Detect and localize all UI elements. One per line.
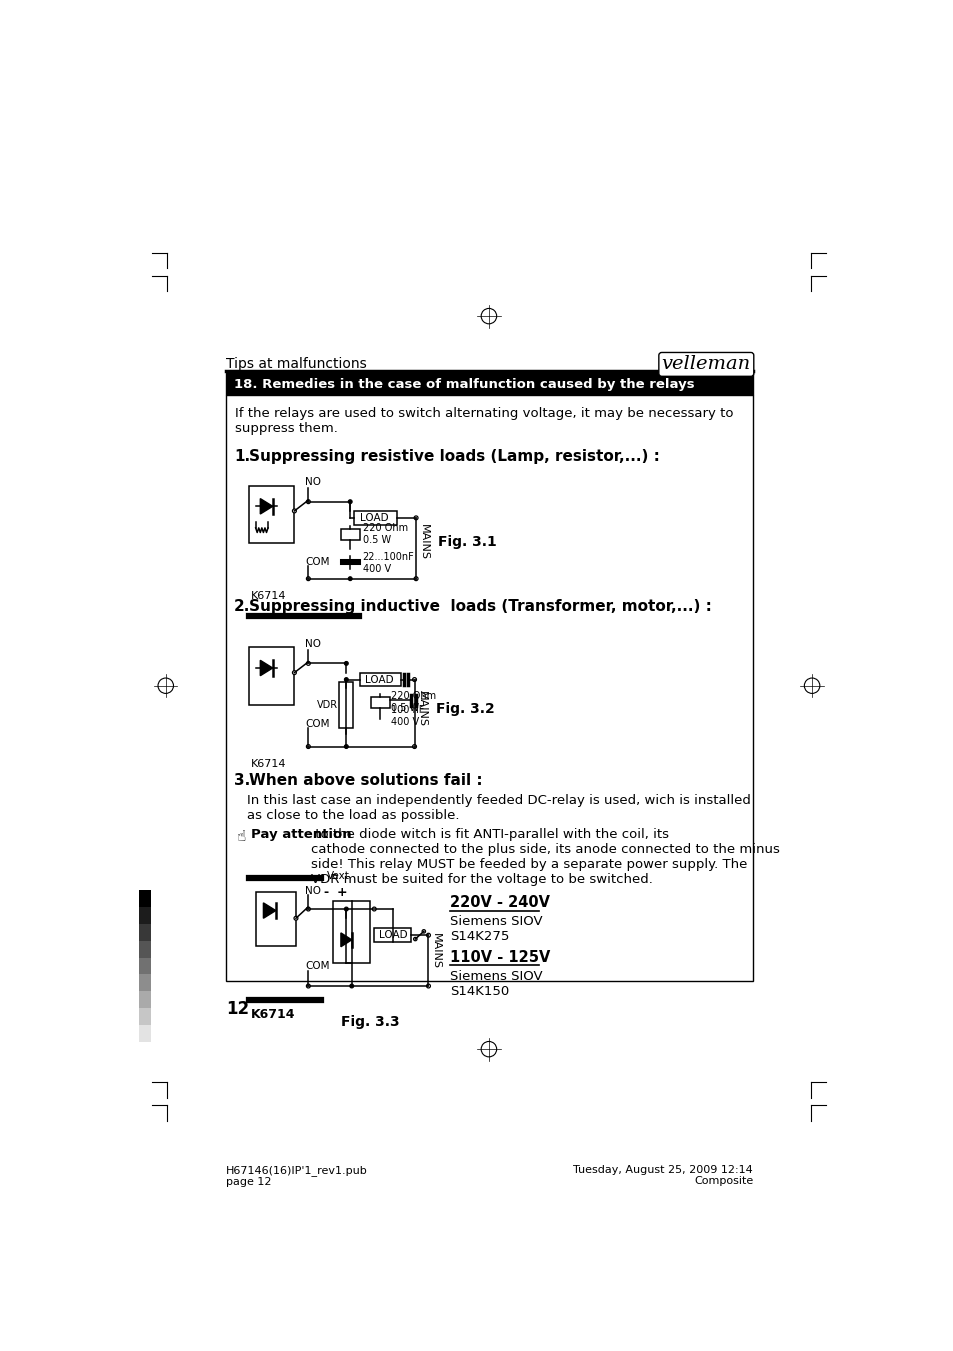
Text: 3.: 3. — [233, 773, 250, 788]
Polygon shape — [260, 499, 273, 513]
Text: K6714: K6714 — [251, 590, 286, 601]
Circle shape — [414, 516, 417, 520]
Text: Siemens SIOV
S14K275: Siemens SIOV S14K275 — [450, 915, 542, 943]
Text: 220V - 240V: 220V - 240V — [450, 896, 550, 911]
Text: ☝: ☝ — [236, 830, 246, 844]
Text: Vext: Vext — [327, 870, 350, 881]
Bar — [226, 394, 753, 981]
Bar — [339, 682, 353, 728]
Circle shape — [344, 662, 348, 665]
Text: K6714: K6714 — [251, 1008, 295, 1020]
Bar — [138, 1008, 151, 1025]
Text: Fig. 3.3: Fig. 3.3 — [340, 1016, 399, 1029]
Circle shape — [414, 938, 416, 940]
Text: Fig. 3.1: Fig. 3.1 — [437, 535, 496, 549]
Bar — [333, 901, 370, 963]
Text: 220 Ohm
0.5 W: 220 Ohm 0.5 W — [362, 523, 407, 544]
Text: 12: 12 — [226, 1000, 249, 1017]
Circle shape — [306, 907, 310, 911]
Polygon shape — [263, 902, 275, 919]
Bar — [249, 485, 294, 543]
Circle shape — [350, 984, 354, 988]
Text: COM: COM — [305, 962, 330, 971]
Text: 220 Ohm
0.5 W: 220 Ohm 0.5 W — [391, 692, 436, 713]
Text: H67146(16)IP'1_rev1.pub
page 12: H67146(16)IP'1_rev1.pub page 12 — [226, 1165, 368, 1188]
Text: to the diode witch is fit ANTI-parallel with the coil, its
cathode connected to : to the diode witch is fit ANTI-parallel … — [311, 828, 780, 886]
Bar — [371, 697, 390, 708]
Circle shape — [344, 907, 348, 911]
Text: MAINS: MAINS — [418, 524, 429, 559]
Text: MAINS: MAINS — [431, 934, 440, 970]
Text: K6714: K6714 — [251, 759, 286, 769]
Circle shape — [426, 984, 430, 988]
Text: 22...100nF
400 V: 22...100nF 400 V — [362, 553, 414, 574]
Text: NO: NO — [305, 886, 321, 896]
Text: In this last case an independently feeded DC-relay is used, wich is installed
as: In this last case an independently feede… — [247, 794, 750, 823]
Bar — [226, 373, 753, 394]
Circle shape — [412, 678, 416, 681]
Bar — [360, 673, 400, 686]
Circle shape — [414, 577, 417, 581]
Circle shape — [412, 744, 416, 748]
Circle shape — [372, 907, 375, 911]
Text: Tips at malfunctions: Tips at malfunctions — [226, 357, 367, 372]
Circle shape — [294, 916, 297, 920]
Bar — [138, 924, 151, 940]
Text: COM: COM — [305, 719, 330, 728]
Circle shape — [306, 500, 310, 504]
Circle shape — [421, 929, 425, 934]
Text: NO: NO — [305, 477, 321, 488]
Bar — [354, 511, 396, 524]
Bar — [138, 890, 151, 907]
Text: If the relays are used to switch alternating voltage, it may be necessary to
sup: If the relays are used to switch alterna… — [235, 407, 733, 435]
Text: 1.: 1. — [233, 450, 250, 465]
Bar — [138, 907, 151, 924]
Text: 110V - 125V: 110V - 125V — [450, 950, 550, 965]
Circle shape — [306, 984, 310, 988]
Circle shape — [426, 934, 430, 938]
Polygon shape — [340, 934, 352, 947]
Circle shape — [306, 744, 310, 748]
Bar — [138, 940, 151, 958]
Circle shape — [348, 577, 352, 581]
Circle shape — [293, 509, 296, 513]
Text: LOAD: LOAD — [360, 513, 389, 523]
Bar — [138, 974, 151, 992]
Text: When above solutions fail :: When above solutions fail : — [249, 773, 482, 788]
Text: 100 nF
400 V: 100 nF 400 V — [391, 705, 424, 727]
Bar — [138, 992, 151, 1008]
Bar — [249, 647, 294, 705]
Text: COM: COM — [305, 557, 330, 567]
Text: Tuesday, August 25, 2009 12:14
Composite: Tuesday, August 25, 2009 12:14 Composite — [573, 1165, 753, 1186]
Circle shape — [306, 662, 310, 665]
Circle shape — [348, 500, 352, 504]
Text: Pay attention: Pay attention — [251, 828, 352, 842]
Text: +: + — [336, 886, 347, 898]
Text: Siemens SIOV
S14K150: Siemens SIOV S14K150 — [450, 970, 542, 998]
Text: VDR: VDR — [316, 700, 337, 711]
Text: -: - — [323, 886, 329, 898]
Text: LOAD: LOAD — [365, 674, 394, 685]
Bar — [138, 958, 151, 974]
Text: MAINS: MAINS — [416, 690, 427, 727]
Text: LOAD: LOAD — [378, 931, 407, 940]
Text: 18. Remedies in the case of malfunction caused by the relays: 18. Remedies in the case of malfunction … — [233, 378, 694, 392]
Circle shape — [293, 670, 296, 674]
Bar — [138, 1042, 151, 1059]
Bar — [340, 530, 359, 540]
Text: Suppressing resistive loads (Lamp, resistor,...) :: Suppressing resistive loads (Lamp, resis… — [249, 450, 659, 465]
Text: 2.: 2. — [233, 600, 250, 615]
Text: velleman: velleman — [661, 355, 750, 373]
Circle shape — [344, 678, 348, 681]
Text: Fig. 3.2: Fig. 3.2 — [436, 701, 495, 716]
Circle shape — [306, 577, 310, 581]
Text: Suppressing inductive  loads (Transformer, motor,...) :: Suppressing inductive loads (Transformer… — [249, 600, 712, 615]
Text: NO: NO — [305, 639, 321, 648]
Bar — [255, 892, 295, 946]
Polygon shape — [260, 661, 273, 676]
Bar — [138, 1025, 151, 1042]
Bar — [374, 928, 411, 942]
Circle shape — [344, 744, 348, 748]
